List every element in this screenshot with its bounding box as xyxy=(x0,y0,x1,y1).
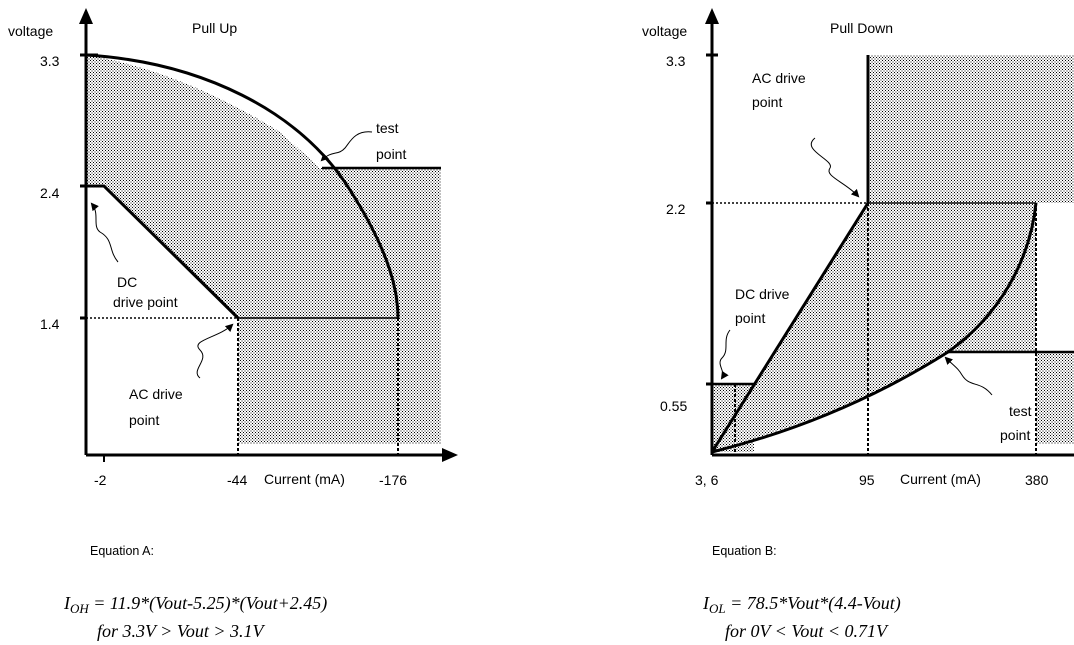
pulldown-ac-arrow xyxy=(810,137,860,198)
pullup-xtick-2: -2 xyxy=(94,472,107,488)
pulldown-ytick-33: 3.3 xyxy=(666,53,686,69)
pulldown-y-arrow xyxy=(705,8,719,24)
pullup-dc-arrow xyxy=(90,202,119,263)
pulldown-test-label-2: point xyxy=(1000,427,1030,443)
pullup-dc-label-1: DC xyxy=(117,274,137,290)
pullup-shaded-upper xyxy=(86,55,441,444)
pulldown-shaded-high xyxy=(868,55,1074,203)
pulldown-test-label-1: test xyxy=(1009,403,1032,419)
equation-b: Equation B: IOL = 78.5*Vout*(4.4-Vout) f… xyxy=(702,544,901,641)
pullup-ytick-24: 2.4 xyxy=(40,185,60,201)
equation-a-label: Equation A: xyxy=(90,544,154,558)
pullup-dc-line xyxy=(86,184,240,320)
equation-a-condition: for 3.3V > Vout > 3.1V xyxy=(97,621,265,641)
pullup-shaded-lower xyxy=(238,318,441,444)
pulldown-chart: voltage Pull Down 3.3 2.2 0.55 3, 6 95 C… xyxy=(642,8,1074,488)
pulldown-xtick-380: 380 xyxy=(1025,472,1049,488)
pulldown-diag xyxy=(710,202,870,453)
pulldown-dc-label-2: point xyxy=(735,310,765,326)
pullup-title: Pull Up xyxy=(192,20,237,36)
pulldown-test-arrow xyxy=(944,356,993,396)
pulldown-iv-curve xyxy=(711,202,1038,454)
pullup-test-label-1: test xyxy=(376,120,399,136)
pullup-x-axis-label: Current (mA) xyxy=(264,471,345,487)
pulldown-title: Pull Down xyxy=(830,20,893,36)
pulldown-x-axis-label: Current (mA) xyxy=(900,471,981,487)
pullup-x-arrow xyxy=(442,448,458,462)
pulldown-shaded-curve xyxy=(712,203,1036,452)
pullup-test-arrow xyxy=(320,131,373,162)
pullup-iv-curve xyxy=(85,53,400,319)
pullup-y-axis-label: voltage xyxy=(8,23,53,39)
pulldown-ac-label-2: point xyxy=(752,94,782,110)
pullup-ytick-33: 3.3 xyxy=(40,53,60,69)
pullup-ac-label-2: point xyxy=(129,412,159,428)
pulldown-xtick-36: 3, 6 xyxy=(695,472,719,488)
pullup-y-arrow xyxy=(79,8,93,24)
pullup-test-label-2: point xyxy=(376,146,406,162)
pullup-chart: voltage Pull Up 3.3 2.4 1.4 -2 -44 Curre… xyxy=(8,8,458,488)
pullup-ac-label-1: AC drive xyxy=(129,386,183,402)
equation-a: Equation A: IOH = 11.9*(Vout-5.25)*(Vout… xyxy=(63,544,327,641)
equation-a-formula: IOH = 11.9*(Vout-5.25)*(Vout+2.45) xyxy=(63,593,327,616)
pulldown-ac-label-1: AC drive xyxy=(752,70,806,86)
pullup-xtick-176: -176 xyxy=(379,472,407,488)
pulldown-ytick-055: 0.55 xyxy=(660,398,687,414)
pulldown-dc-label-1: DC drive xyxy=(735,286,790,302)
pulldown-y-axis-label: voltage xyxy=(642,23,687,39)
equation-b-formula: IOL = 78.5*Vout*(4.4-Vout) xyxy=(702,593,901,616)
equation-b-condition: for 0V < Vout < 0.71V xyxy=(725,621,889,641)
pulldown-dc-arrow xyxy=(719,329,731,380)
pulldown-xtick-95: 95 xyxy=(859,472,875,488)
pulldown-ytick-22: 2.2 xyxy=(666,201,686,217)
pullup-dc-label-2: drive point xyxy=(113,294,178,310)
pullup-ytick-14: 1.4 xyxy=(40,316,60,332)
pullup-ac-arrow xyxy=(196,323,234,379)
equation-b-label: Equation B: xyxy=(712,544,777,558)
pullup-xtick-44: -44 xyxy=(227,472,247,488)
